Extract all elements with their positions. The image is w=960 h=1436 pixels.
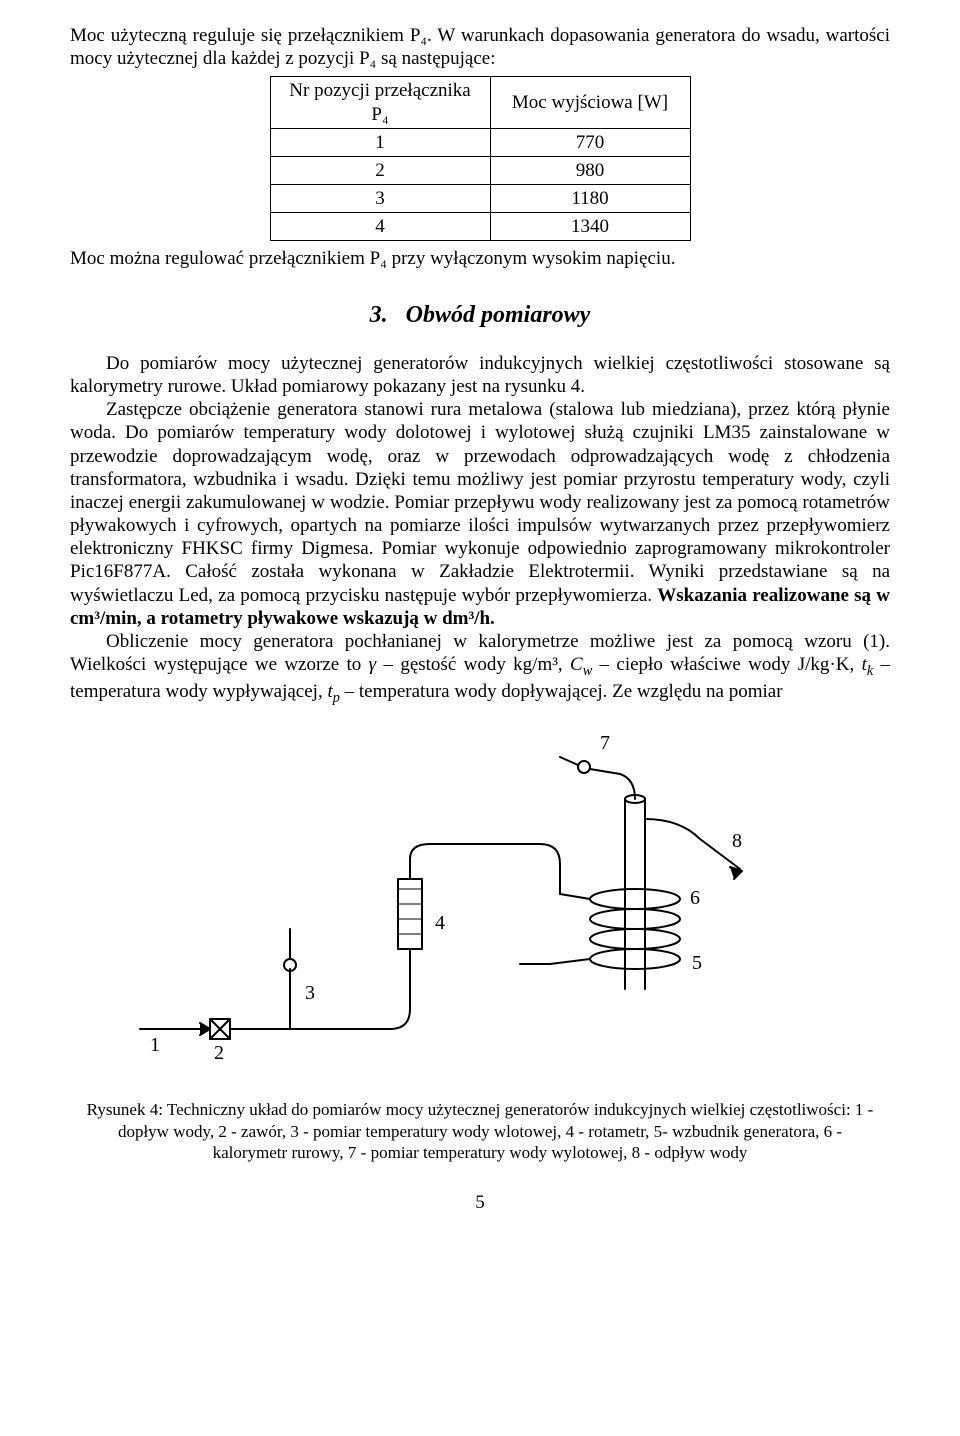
after-table-note: Moc można regulować przełącznikiem P₄ pr… bbox=[70, 247, 890, 270]
intro-paragraph: Moc użyteczną reguluje się przełącznikie… bbox=[70, 24, 890, 70]
table-header-col1: Nr pozycji przełącznika P₄ bbox=[270, 77, 490, 128]
table-header-col1-line1: Nr pozycji przełącznika bbox=[289, 80, 470, 101]
table-cell-val: 980 bbox=[490, 156, 690, 184]
body-paragraph-3: Obliczenie mocy generatora pochłanianej … bbox=[70, 630, 890, 708]
fig-label-1: 1 bbox=[150, 1034, 160, 1056]
section-number: 3. bbox=[370, 302, 388, 328]
table-row: 3 1180 bbox=[270, 185, 690, 213]
body-p3-c: – ciepło właściwe wody J/kg·K, bbox=[592, 654, 861, 675]
table-row: 2 980 bbox=[270, 156, 690, 184]
table-cell-pos: 1 bbox=[270, 128, 490, 156]
fig-label-2: 2 bbox=[214, 1042, 224, 1064]
body-p3-e: – temperatura wody dopływającej. Ze wzgl… bbox=[340, 681, 783, 702]
figure-diagram: 1 2 3 4 5 6 7 8 bbox=[120, 729, 840, 1089]
body-p3-b: – gęstość wody kg/m³, bbox=[376, 654, 570, 675]
fig-label-8: 8 bbox=[732, 830, 742, 852]
power-table: Nr pozycji przełącznika P₄ Moc wyjściowa… bbox=[270, 76, 691, 241]
figure-caption: Rysunek 4: Techniczny układ do pomiarów … bbox=[80, 1099, 880, 1163]
table-cell-val: 1180 bbox=[490, 185, 690, 213]
table-row: 1 770 bbox=[270, 128, 690, 156]
fig-label-5: 5 bbox=[692, 952, 702, 974]
fig-label-7: 7 bbox=[600, 732, 610, 754]
fig-label-6: 6 bbox=[690, 887, 700, 909]
table-row: 4 1340 bbox=[270, 213, 690, 241]
section-heading: 3. Obwód pomiarowy bbox=[70, 301, 890, 330]
table-cell-pos: 3 bbox=[270, 185, 490, 213]
table-cell-pos: 4 bbox=[270, 213, 490, 241]
page-number: 5 bbox=[70, 1191, 890, 1214]
table-cell-pos: 2 bbox=[270, 156, 490, 184]
table-header-col2: Moc wyjściowa [W] bbox=[490, 77, 690, 128]
body-paragraph-1: Do pomiarów mocy użytecznej generatorów … bbox=[70, 352, 890, 398]
table-cell-val: 770 bbox=[490, 128, 690, 156]
body-p2-text: Zastępcze obciążenie generatora stanowi … bbox=[70, 399, 890, 605]
fig-label-4: 4 bbox=[435, 912, 445, 934]
fig-label-3: 3 bbox=[305, 982, 315, 1004]
body-paragraph-2: Zastępcze obciążenie generatora stanowi … bbox=[70, 398, 890, 630]
table-header-col1-line2: P₄ bbox=[371, 104, 388, 125]
table-cell-val: 1340 bbox=[490, 213, 690, 241]
section-title: Obwód pomiarowy bbox=[406, 302, 591, 328]
